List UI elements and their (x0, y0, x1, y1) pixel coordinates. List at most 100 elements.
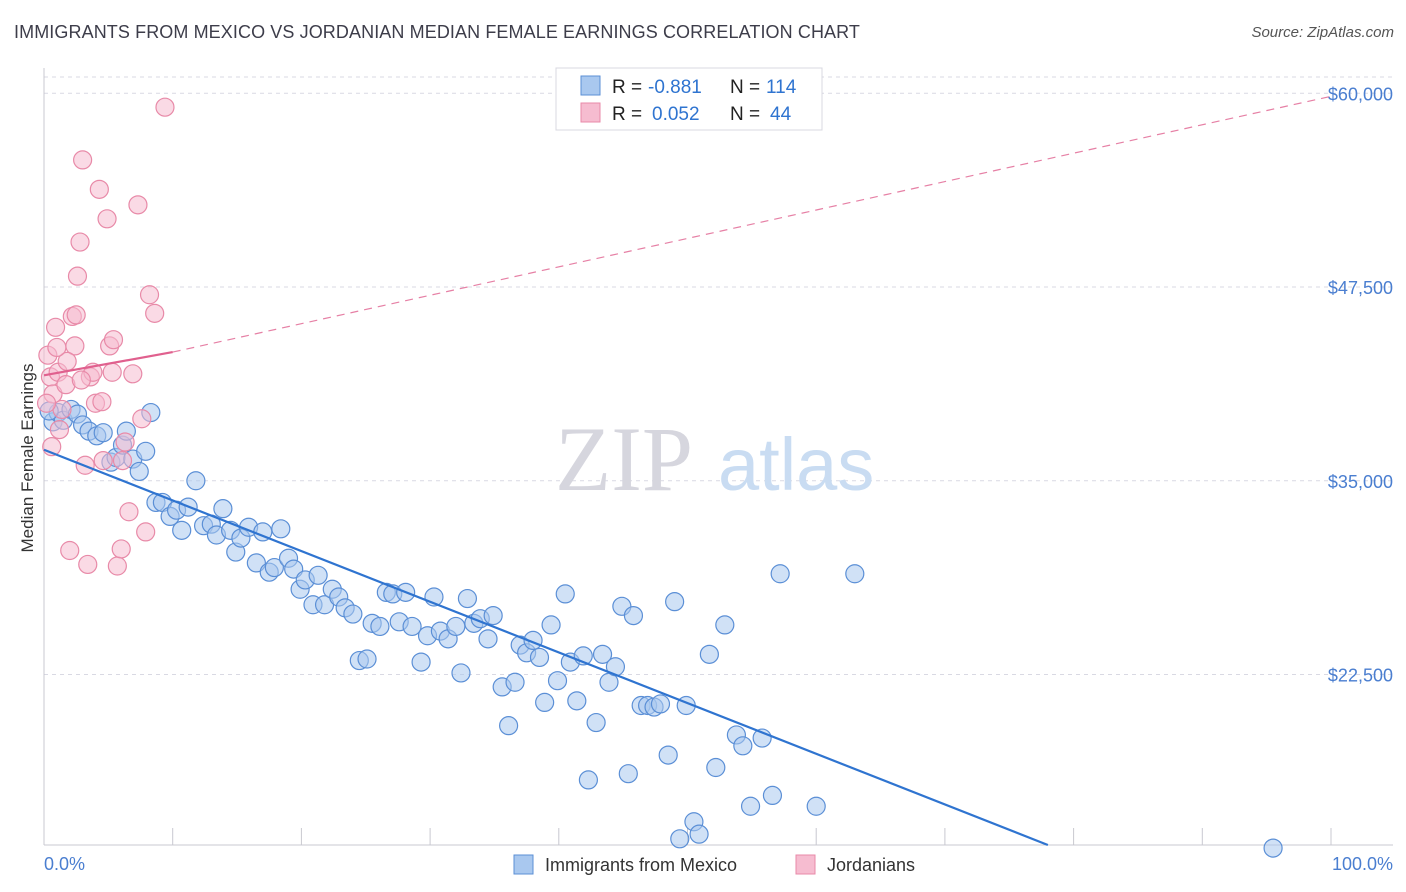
legend-n-value-2: 44 (770, 104, 792, 125)
watermark-atlas: atlas (718, 423, 874, 506)
data-point-jordan (60, 540, 80, 561)
data-point-jordan (67, 266, 88, 286)
data-point-mexico (172, 520, 192, 540)
series-legend-label-jordan: Jordanians (827, 855, 915, 875)
data-point-mexico (733, 736, 753, 756)
axis-layer: $22,500 $35,000 $47,500 $60,000 0.0% 100.0% (43, 68, 1393, 874)
data-point-jordan (45, 317, 66, 337)
source-label: Source: ZipAtlas.com (1251, 24, 1394, 41)
data-point-jordan (115, 432, 135, 452)
data-point-mexico (845, 564, 865, 584)
y-tick-label: $22,500 (1328, 666, 1393, 686)
data-point-mexico (357, 649, 377, 669)
data-point-mexico (541, 615, 561, 635)
data-point-jordan (103, 330, 124, 350)
data-point-mexico (402, 616, 422, 637)
trend-line-jordan (43, 351, 173, 377)
legend-swatch-jordan (580, 102, 601, 123)
data-point-mexico (411, 652, 431, 672)
data-point-mexico (264, 557, 284, 578)
data-point-jordan (111, 539, 131, 559)
data-point-jordan (47, 337, 67, 358)
data-point-mexico (271, 519, 291, 539)
data-point-mexico (246, 553, 266, 573)
data-point-mexico (567, 691, 587, 711)
data-point-jordan (71, 370, 91, 390)
y-tick-label: $47,500 (1328, 278, 1393, 298)
legend-n-label-2: N = (730, 104, 760, 125)
data-point-mexico (658, 745, 678, 765)
data-point-mexico (136, 441, 156, 461)
data-point-mexico (529, 647, 550, 668)
data-point-jordan (78, 554, 98, 575)
data-point-jordan (136, 522, 156, 542)
data-point-jordan (102, 362, 122, 382)
legend-n-label-1: N = (730, 77, 760, 98)
data-point-mexico (213, 499, 233, 519)
data-point-mexico (535, 692, 555, 713)
watermark: ZIP atlas (555, 408, 874, 510)
series-legend-swatch-mexico (513, 854, 534, 875)
data-point-mexico (129, 461, 149, 482)
grid-layer (44, 76, 1393, 675)
trend-line-mexico (43, 448, 1049, 847)
data-point-jordan (93, 451, 113, 471)
legend-r-value-2: 0.052 (652, 104, 700, 125)
data-point-jordan (132, 409, 152, 429)
data-point-jordan (89, 179, 109, 199)
data-point-jordan (112, 451, 133, 471)
data-point-mexico (499, 716, 519, 736)
data-point-jordan (70, 232, 90, 252)
data-point-mexico (623, 605, 644, 626)
data-point-mexico (592, 644, 613, 664)
data-point-mexico (665, 592, 685, 612)
data-point-jordan (66, 305, 86, 325)
data-point-mexico (446, 616, 466, 637)
data-point-jordan (119, 502, 139, 522)
y-tick-label: $60,000 (1328, 84, 1393, 104)
data-point-mexico (586, 712, 606, 733)
data-point-mexico (555, 584, 575, 604)
data-point-jordan (73, 150, 93, 170)
data-point-mexico (370, 616, 390, 637)
data-point-mexico (451, 663, 471, 683)
data-point-jordan (128, 195, 148, 215)
data-point-mexico (770, 564, 790, 584)
series-legend-label-mexico: Immigrants from Mexico (545, 855, 737, 875)
data-point-jordan (49, 420, 70, 440)
legend-r-label-2: R = (612, 104, 642, 125)
data-point-jordan (145, 303, 165, 323)
data-point-jordan (139, 285, 160, 305)
data-point-mexico (650, 694, 671, 714)
data-point-mexico (706, 757, 726, 778)
legend-r-label-1: R = (612, 77, 642, 98)
data-point-mexico (505, 672, 525, 692)
x-tick-label-min: 0.0% (44, 854, 85, 874)
watermark-zip: ZIP (555, 408, 693, 510)
y-axis-label: Median Female Earnings (18, 364, 37, 553)
data-point-jordan (123, 364, 143, 384)
data-point-mexico (478, 629, 498, 649)
data-point-mexico (483, 605, 503, 626)
data-point-mexico (806, 796, 826, 816)
data-point-mexico (670, 829, 690, 849)
legend-swatch-mexico (580, 75, 601, 96)
data-point-jordan (92, 392, 112, 412)
data-point-mexico (1263, 838, 1283, 858)
data-point-mexico (699, 644, 719, 664)
series-legend-swatch-jordan (795, 854, 816, 875)
legend-n-value-1: 114 (766, 77, 797, 98)
data-point-jordan (97, 209, 117, 229)
trend-extension-jordan (172, 95, 1332, 353)
data-point-mexico (578, 770, 599, 790)
data-point-mexico (93, 423, 113, 443)
trend-layer (43, 95, 1332, 847)
x-tick-label-max: 100.0% (1332, 854, 1393, 874)
y-tick-label: $35,000 (1328, 472, 1393, 492)
data-point-jordan (36, 393, 57, 413)
data-point-mexico (547, 671, 568, 691)
data-point-mexico (618, 764, 638, 784)
data-point-mexico (308, 565, 328, 585)
data-point-mexico (457, 588, 478, 609)
